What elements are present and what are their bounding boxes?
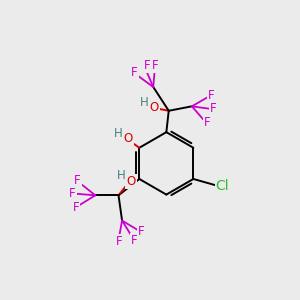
Text: H: H [140, 96, 149, 109]
Text: F: F [131, 234, 137, 247]
Text: O: O [150, 101, 159, 114]
Text: Cl: Cl [216, 178, 229, 193]
Text: F: F [131, 66, 138, 79]
Text: F: F [210, 102, 217, 115]
Text: F: F [74, 174, 81, 187]
Text: F: F [143, 59, 150, 72]
Text: O: O [123, 132, 133, 146]
Text: H: H [116, 169, 125, 182]
Text: H: H [113, 127, 122, 140]
Text: F: F [152, 59, 158, 72]
Text: F: F [69, 187, 76, 200]
Text: F: F [208, 88, 214, 101]
Text: F: F [203, 116, 210, 130]
Text: O: O [126, 175, 136, 188]
Text: F: F [73, 201, 79, 214]
Text: F: F [137, 225, 144, 239]
Text: F: F [116, 235, 122, 248]
